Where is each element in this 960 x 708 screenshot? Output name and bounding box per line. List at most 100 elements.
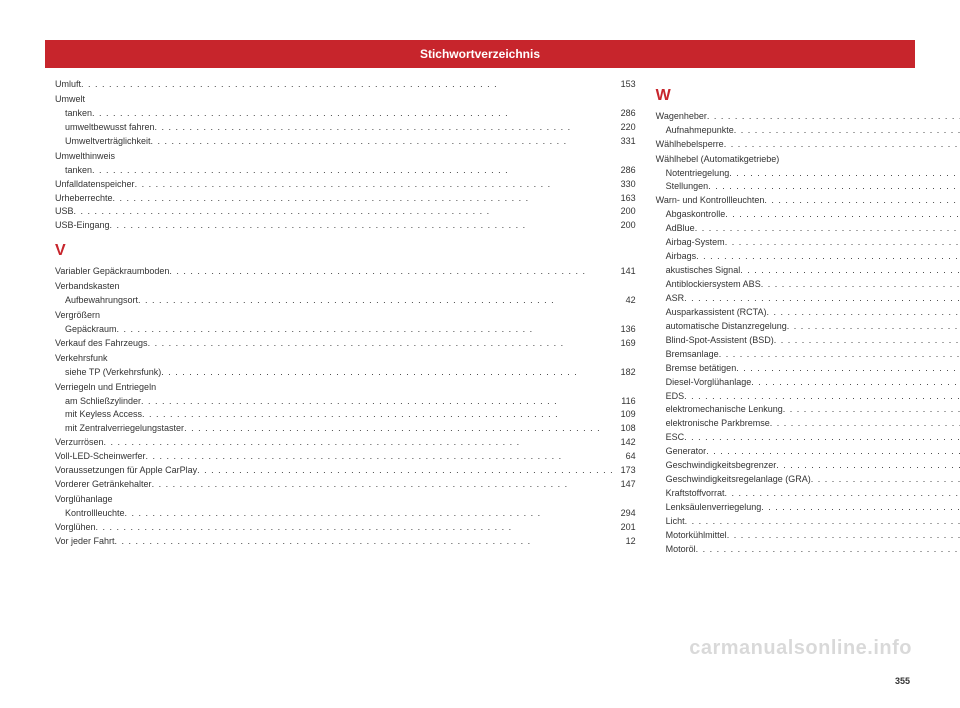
index-entry-page: 136	[614, 323, 636, 337]
index-entry-label: USB-Eingang	[55, 219, 110, 233]
index-entry-label: siehe TP (Verkehrsfunk)	[65, 366, 161, 380]
index-entry: Airbags28	[656, 250, 960, 264]
index-entry-page: 294	[614, 507, 636, 521]
index-entry-label: Vorderer Getränkehalter	[55, 478, 152, 492]
index-entry: Urheberrechte 163	[55, 192, 636, 206]
index-entry: Stellungen210	[656, 180, 960, 194]
index-heading: Umwelthinweis	[55, 150, 636, 164]
index-entry-label: Urheberrechte	[55, 192, 113, 206]
index-entry-leader	[725, 487, 960, 501]
index-entry: Voraussetzungen für Apple CarPlay173	[55, 464, 636, 478]
index-entry: mit Zentralverriegelungstaster108	[55, 422, 636, 436]
index-entry-leader	[811, 473, 960, 487]
index-entry-label: EDS	[666, 390, 685, 404]
index-entry-label: elektronische Parkbremse	[666, 417, 770, 431]
index-heading: Vorglühanlage	[55, 493, 636, 507]
index-entry-label: tanken	[65, 107, 92, 121]
index-entry-leader	[740, 264, 960, 278]
index-entry-label: elektromechanische Lenkung	[666, 403, 783, 417]
index-entry: akustisches Signal91	[656, 264, 960, 278]
index-entry-label: Warn- und Kontrollleuchten	[656, 194, 765, 208]
index-entry-leader	[729, 167, 960, 181]
index-entry: Kontrollleuchte294	[55, 507, 636, 521]
index-entry-leader	[113, 192, 614, 206]
page-number: 355	[895, 676, 910, 686]
index-entry: Vorglühen201	[55, 521, 636, 535]
index-entry-leader	[117, 323, 614, 337]
index-entry: Vor jeder Fahrt12	[55, 535, 636, 549]
index-entry-leader	[706, 445, 960, 459]
index-entry-leader	[142, 408, 614, 422]
index-entry: Umweltverträglichkeit331	[55, 135, 636, 149]
index-entry-page: 330	[614, 178, 636, 192]
index-entry-label: Generator	[666, 445, 707, 459]
index-column-1: Umluft153Umwelttanken286umweltbewusst fa…	[55, 78, 636, 670]
index-entry-page: 142	[614, 436, 636, 450]
index-entry: Kraftstoffvorrat85	[656, 487, 960, 501]
index-entry-label: Motorkühlmittel	[666, 529, 727, 543]
index-entry-leader	[138, 294, 614, 308]
index-entry-leader	[115, 535, 614, 549]
index-entry-leader	[725, 208, 960, 222]
index-entry-page: 173	[614, 464, 636, 478]
index-entry: elektromechanische Lenkung217	[656, 403, 960, 417]
index-entry: Aufbewahrungsort42	[55, 294, 636, 308]
index-entry: Unfalldatenspeicher330	[55, 178, 636, 192]
index-entry-page: 220	[614, 121, 636, 135]
index-entry: Aufnahmepunkte49	[656, 124, 960, 138]
index-entry-label: ESC	[666, 431, 685, 445]
index-entry-leader	[146, 450, 614, 464]
index-entry: Variabler Gepäckraumboden141	[55, 265, 636, 279]
index-entry-page: 286	[614, 164, 636, 178]
index-entry-leader	[81, 78, 614, 92]
index-heading: Vergrößern	[55, 309, 636, 323]
index-entry-leader	[736, 362, 960, 376]
index-entry: Voll-LED-Scheinwerfer64	[55, 450, 636, 464]
index-entry-label: USB	[55, 205, 74, 219]
page-title: Stichwortverzeichnis	[420, 47, 540, 61]
index-entry-label: Notentriegelung	[666, 167, 730, 181]
index-entry-label: Antiblockiersystem ABS	[666, 278, 761, 292]
index-entry-leader	[197, 464, 614, 478]
index-entry-label: Voll-LED-Scheinwerfer	[55, 450, 146, 464]
index-entry-label: Wagenheber	[656, 110, 707, 124]
index-entry-label: Vor jeder Fahrt	[55, 535, 115, 549]
index-entry-leader	[104, 436, 614, 450]
index-entry-leader	[684, 431, 960, 445]
index-entry-label: Bremsanlage	[666, 348, 719, 362]
index-entry-leader	[696, 543, 960, 557]
index-entry: umweltbewusst fahren 220	[55, 121, 636, 135]
index-entry-label: tanken	[65, 164, 92, 178]
index-heading: Verbandskasten	[55, 280, 636, 294]
index-entry-leader	[155, 121, 614, 135]
index-entry-leader	[696, 250, 960, 264]
index-entry-label: Airbags	[666, 250, 697, 264]
index-entry-leader	[719, 348, 960, 362]
index-content: Umluft153Umwelttanken286umweltbewusst fa…	[55, 78, 915, 670]
index-entry-leader	[774, 334, 960, 348]
index-entry-label: Aufnahmepunkte	[666, 124, 734, 138]
index-entry: Bremsanlage247	[656, 348, 960, 362]
index-entry-leader	[695, 222, 960, 236]
index-entry: ESC250, 252	[656, 431, 960, 445]
index-entry: Motoröl299	[656, 543, 960, 557]
index-entry-leader	[761, 278, 960, 292]
index-entry-page: 200	[614, 219, 636, 233]
index-entry-label: umweltbewusst fahren	[65, 121, 155, 135]
index-entry: Licht121	[656, 515, 960, 529]
index-entry-label: Abgaskontrolle	[666, 208, 726, 222]
index-entry-leader	[125, 507, 614, 521]
index-entry-label: Bremse betätigen	[666, 362, 737, 376]
index-entry: Wählhebelsperre211	[656, 138, 960, 152]
index-entry-leader	[74, 205, 614, 219]
index-entry-page: 163	[614, 192, 636, 206]
index-entry-leader	[708, 180, 960, 194]
index-entry: Wagenheber43	[656, 110, 960, 124]
index-entry-leader	[96, 521, 614, 535]
index-entry-leader	[734, 124, 960, 138]
index-entry-page: 109	[614, 408, 636, 422]
index-entry: Notentriegelung216	[656, 167, 960, 181]
index-entry: Blind-Spot-Assistent (BSD)242	[656, 334, 960, 348]
index-entry: USB200	[55, 205, 636, 219]
index-entry: tanken 286	[55, 164, 636, 178]
